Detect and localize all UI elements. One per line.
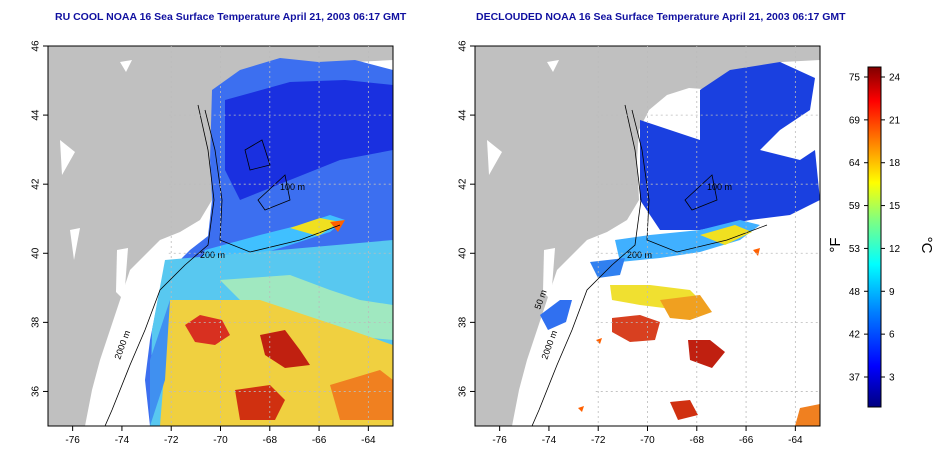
lon-tick-label: -64 xyxy=(788,435,803,446)
lon-tick-label: -70 xyxy=(640,435,655,446)
lat-tick-label: 44 xyxy=(458,109,469,121)
gridlines-declouded xyxy=(595,46,820,426)
lat-tick-label: 40 xyxy=(31,247,42,259)
axes-raw: -76 -74 -72 -70 -68 -66 -64 36 38 40 42 44 46 xyxy=(31,40,376,446)
celsius-tick-label: 21 xyxy=(889,115,901,126)
lat-tick-label: 44 xyxy=(31,109,42,121)
celsius-tick-label: 3 xyxy=(889,373,895,384)
isobath-label-100m: 100 m xyxy=(707,182,732,192)
land-mass xyxy=(48,46,393,426)
celsius-tick-label: 12 xyxy=(889,244,901,255)
map-title-declouded: DECLOUDED NOAA 16 Sea Surface Temperatur… xyxy=(476,11,846,23)
axes-declouded: -76 -74 -72 -70 -68 -66 -64 36 38 40 42 44 46 xyxy=(458,40,803,446)
celsius-tick-label: 18 xyxy=(889,158,901,169)
lon-tick-label: -68 xyxy=(263,435,278,446)
fahrenheit-unit: °F xyxy=(827,237,844,252)
lat-tick-label: 38 xyxy=(31,316,42,328)
lon-tick-label: -76 xyxy=(65,435,80,446)
sst-field xyxy=(700,62,815,160)
colorbar: 75 69 64 59 53 48 42 37 24 21 18 15 12 9 6 3 °F °C xyxy=(827,66,935,408)
lon-tick-label: -64 xyxy=(361,435,376,446)
lon-tick-label: -76 xyxy=(492,435,507,446)
lon-tick-label: -68 xyxy=(690,435,705,446)
lat-tick-label: 36 xyxy=(458,385,469,397)
celsius-unit: °C xyxy=(918,237,935,254)
lat-tick-label: 40 xyxy=(458,247,469,259)
isobath-lines xyxy=(531,104,768,426)
fahrenheit-tick-label: 59 xyxy=(849,201,861,212)
lon-tick-label: -72 xyxy=(591,435,606,446)
isobath-label-200m: 200 m xyxy=(200,250,225,260)
land-mass xyxy=(475,46,820,426)
map-title-raw: RU COOL NOAA 16 Sea Surface Temperature … xyxy=(55,11,407,23)
lat-tick-label: 42 xyxy=(458,178,469,190)
lon-tick-label: -72 xyxy=(164,435,179,446)
lon-tick-label: -74 xyxy=(115,435,130,446)
fahrenheit-tick-label: 69 xyxy=(849,115,861,126)
fahrenheit-tick-label: 37 xyxy=(849,373,861,384)
celsius-tick-label: 24 xyxy=(889,73,901,84)
celsius-tick-label: 9 xyxy=(889,287,895,298)
lat-tick-label: 36 xyxy=(31,385,42,397)
isobath-label-200m: 200 m xyxy=(627,250,652,260)
celsius-tick-label: 15 xyxy=(889,201,901,212)
lon-tick-label: -66 xyxy=(739,435,754,446)
lon-tick-label: -74 xyxy=(542,435,557,446)
celsius-tick-label: 6 xyxy=(889,330,895,341)
lat-tick-label: 42 xyxy=(31,178,42,190)
lat-tick-label: 38 xyxy=(458,316,469,328)
isobath-label-100m: 100 m xyxy=(280,182,305,192)
fahrenheit-tick-label: 53 xyxy=(849,244,861,255)
lat-tick-label: 46 xyxy=(31,40,42,52)
fahrenheit-tick-label: 75 xyxy=(849,73,861,84)
isobath-lines xyxy=(104,104,341,426)
colorbar-gradient xyxy=(867,66,882,408)
lat-tick-label: 46 xyxy=(458,40,469,52)
fahrenheit-tick-label: 42 xyxy=(849,330,861,341)
gridlines-raw xyxy=(168,46,393,426)
lon-tick-label: -66 xyxy=(312,435,327,446)
lon-tick-label: -70 xyxy=(213,435,228,446)
fahrenheit-tick-label: 64 xyxy=(849,158,861,169)
fahrenheit-tick-label: 48 xyxy=(849,287,861,298)
